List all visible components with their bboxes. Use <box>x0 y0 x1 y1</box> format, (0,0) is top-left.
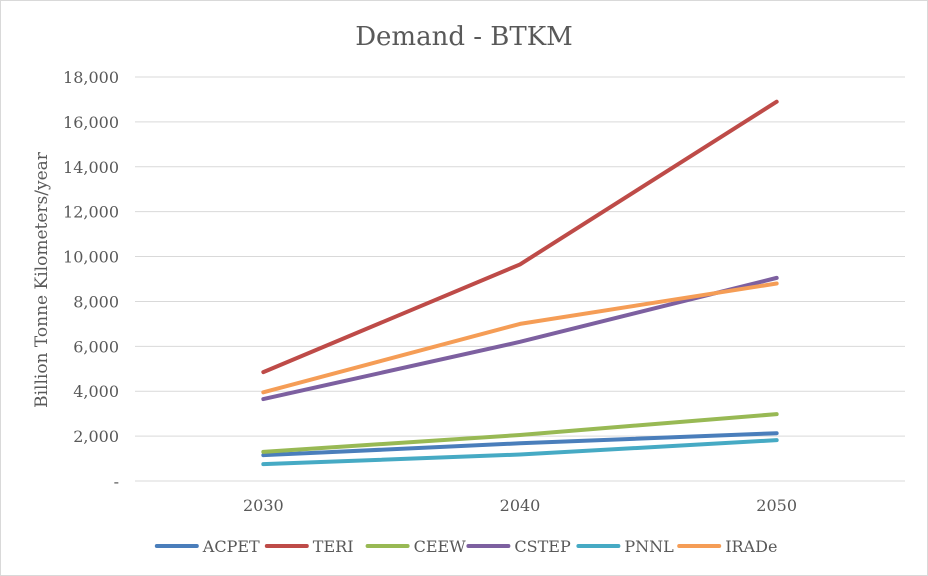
series-line-pnnl <box>261 438 779 467</box>
legend-label-teri: TERI <box>313 537 354 556</box>
chart-title: Demand - BTKM <box>355 22 573 52</box>
y-tick-label: 14,000 <box>63 158 119 177</box>
legend-label-irade: IRADe <box>725 537 777 556</box>
series-lines <box>261 99 779 467</box>
y-axis-ticks: - 2,000 4,000 6,000 8,000 10,000 12,000 14,000 1… <box>63 68 119 491</box>
x-tick-label: 2040 <box>500 496 541 515</box>
series-line-teri <box>261 99 779 375</box>
legend-label-cstep: CSTEP <box>514 537 571 556</box>
y-tick-label: 4,000 <box>73 382 119 401</box>
y-tick-label: 18,000 <box>63 68 119 87</box>
x-axis-ticks: 2030 2040 2050 <box>243 496 797 515</box>
x-tick-label: 2050 <box>756 496 797 515</box>
y-tick-label: 12,000 <box>63 203 119 222</box>
y-tick-label: 6,000 <box>73 337 119 356</box>
series-line-ceew <box>261 412 779 454</box>
series-line-cstep <box>261 275 779 402</box>
legend-label-ceew: CEEW <box>414 537 467 556</box>
y-tick-label: 16,000 <box>63 113 119 132</box>
y-tick-label: 2,000 <box>73 427 119 446</box>
y-tick-label: 8,000 <box>73 292 119 311</box>
series-line-acpet <box>261 431 779 458</box>
gridlines <box>135 76 905 482</box>
legend-label-acpet: ACPET <box>202 537 260 556</box>
x-tick-label: 2030 <box>243 496 284 515</box>
series-line-irade <box>261 281 779 395</box>
y-tick-label: 10,000 <box>63 248 119 267</box>
legend: ACPET TERI CEEW CSTEP PNNL IRADe <box>154 537 777 556</box>
y-tick-label: - <box>114 472 119 491</box>
y-axis-label: Billion Tonne Kilometers/year <box>32 151 52 408</box>
legend-label-pnnl: PNNL <box>624 537 674 556</box>
